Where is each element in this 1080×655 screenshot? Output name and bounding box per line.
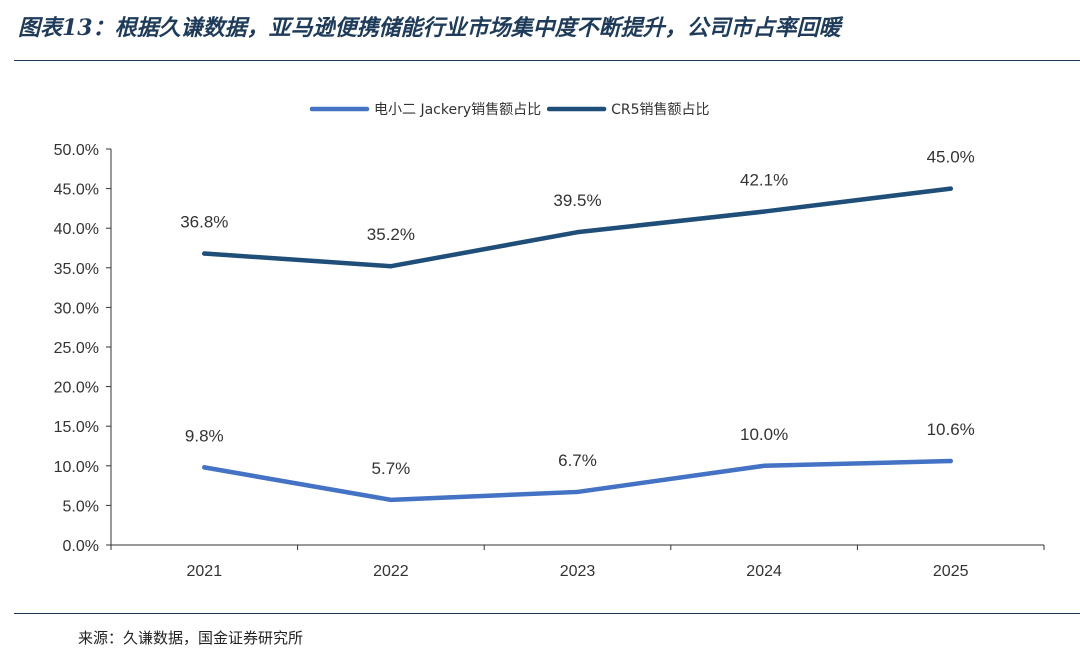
data-label: 45.0%: [927, 148, 975, 167]
top-rule: [14, 60, 1080, 61]
y-tick-label: 15.0%: [54, 419, 99, 436]
data-point: [202, 465, 207, 470]
data-point: [761, 209, 767, 214]
data-label: 35.2%: [367, 225, 415, 244]
data-label: 10.0%: [740, 425, 788, 444]
y-tick-label: 50.0%: [54, 142, 99, 159]
data-point: [575, 489, 580, 495]
data-label: 10.6%: [927, 420, 975, 439]
x-tick-label: 2023: [560, 563, 596, 580]
data-point: [388, 264, 394, 269]
source-note: 来源：久谦数据，国金证券研究所: [78, 629, 304, 647]
y-tick-label: 35.0%: [54, 261, 99, 278]
bottom-rule: [14, 613, 1080, 614]
data-label: 39.5%: [553, 191, 601, 210]
x-tick-label: 2022: [373, 563, 409, 580]
data-point: [202, 251, 207, 256]
y-tick-label: 25.0%: [54, 340, 99, 357]
data-point: [388, 497, 394, 503]
data-label: 42.1%: [740, 171, 788, 190]
line-chart: 0.0% 5.0% 10.0% 15.0% 20.0% 25.0% 30.0% 35.0% 40…: [54, 102, 1045, 580]
data-point: [948, 186, 953, 191]
legend-label-2: CR5销售额占比: [611, 102, 709, 118]
y-tick-label: 40.0%: [54, 221, 99, 238]
data-label: 5.7%: [372, 459, 411, 478]
chart-title: 图表13：根据久谦数据，亚马逊便携储能行业市场集中度不断提升，公司市占率回暖: [18, 15, 841, 41]
x-tick-label: 2025: [933, 563, 969, 580]
data-point: [948, 458, 953, 464]
data-label: 9.8%: [185, 426, 224, 445]
y-tick-label: 0.0%: [63, 538, 99, 555]
y-tick-label: 10.0%: [54, 459, 99, 476]
data-label: 36.8%: [180, 213, 228, 232]
x-tick-label: 2024: [746, 563, 782, 580]
legend-label-1: 电小二 Jackery销售额占比: [374, 102, 541, 118]
y-tick-label: 5.0%: [63, 498, 99, 515]
data-point: [761, 463, 767, 468]
y-tick-label: 45.0%: [54, 182, 99, 199]
y-tick-label: 30.0%: [54, 300, 99, 317]
data-label: 6.7%: [558, 451, 597, 470]
y-tick-label: 20.0%: [54, 380, 99, 397]
data-point: [575, 229, 580, 235]
x-tick-label: 2021: [187, 563, 223, 580]
